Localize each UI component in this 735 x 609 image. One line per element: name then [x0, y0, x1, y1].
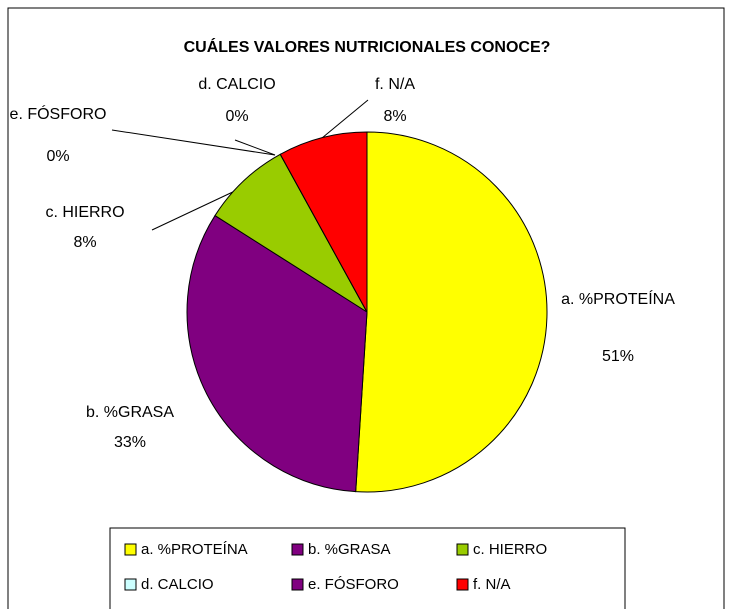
legend-label: f. N/A	[473, 576, 511, 593]
legend-swatch	[456, 578, 469, 591]
legend-label: a. %PROTEÍNA	[141, 541, 248, 558]
leader-line	[321, 99, 369, 139]
leader-line	[234, 139, 276, 156]
slice-value-label: 0%	[225, 108, 248, 125]
pie-slice	[279, 131, 368, 313]
slice-value-label: 51%	[602, 348, 634, 365]
legend-swatch	[124, 578, 137, 591]
slice-label: e. FÓSFORO	[10, 104, 107, 123]
slice-label: d. CALCIO	[198, 76, 275, 93]
pie-slice	[186, 214, 368, 493]
slice-value-label: 33%	[114, 434, 146, 451]
legend-label: c. HIERRO	[473, 541, 547, 558]
chart-title: CUÁLES VALORES NUTRICIONALES CONOCE?	[184, 37, 551, 56]
slice-label: a. %PROTEÍNA	[561, 289, 675, 308]
slice-value-label: 0%	[46, 148, 69, 165]
pie-slice	[214, 153, 368, 313]
leader-line	[111, 129, 276, 156]
leader-line	[151, 189, 238, 231]
legend-box	[109, 527, 626, 609]
legend-label: d. CALCIO	[141, 576, 214, 593]
legend-swatch	[291, 543, 304, 556]
legend-swatch	[124, 543, 137, 556]
slice-value-label: 8%	[73, 234, 96, 251]
legend-label: e. FÓSFORO	[308, 576, 399, 593]
slice-label: b. %GRASA	[86, 404, 174, 421]
legend-swatch	[291, 578, 304, 591]
legend-swatch	[456, 543, 469, 556]
slice-label: c. HIERRO	[45, 204, 124, 221]
slice-value-label: 8%	[383, 108, 406, 125]
leader-lines	[111, 99, 369, 231]
pie-slice	[355, 131, 548, 493]
legend-label: b. %GRASA	[308, 541, 391, 558]
slice-label: f. N/A	[375, 76, 415, 93]
